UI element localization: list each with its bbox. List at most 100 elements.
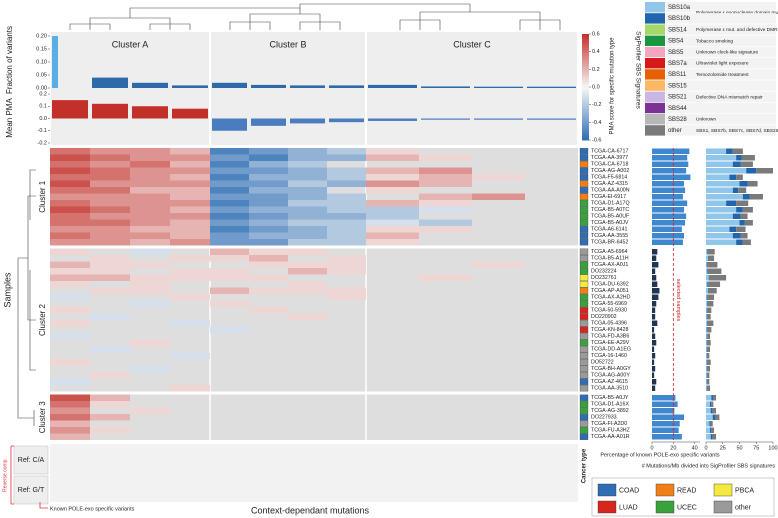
- signature-segment: [711, 401, 714, 407]
- heatmap-cell: [90, 148, 130, 155]
- y-tick-label: 0.15: [36, 46, 47, 52]
- heatmap-cell: [90, 287, 130, 294]
- heatmap-cell: [170, 255, 210, 262]
- heatmap-cell: [249, 154, 288, 161]
- colorbar-step: [582, 100, 589, 104]
- x-tick-label: 25: [720, 445, 726, 451]
- heatmap-cell: [50, 261, 90, 268]
- heatmap-cell: [90, 161, 130, 168]
- pole-bar: [652, 408, 675, 414]
- signature-segment: [708, 268, 722, 274]
- heatmap-cell: [210, 193, 249, 200]
- colorbar-step: [582, 73, 589, 77]
- signature-segment: [739, 181, 748, 187]
- pole-bar: [652, 249, 658, 255]
- column-cluster-label: Cluster A: [112, 39, 149, 49]
- heatmap-cell: [50, 206, 90, 213]
- sample-label: TCGA-AG-A002: [591, 168, 629, 174]
- mean-pma-bar: [52, 100, 88, 119]
- heatmap-cell: [366, 148, 419, 155]
- legend-swatch: [645, 102, 665, 114]
- signature-segment: [707, 301, 709, 307]
- legend-swatch: [713, 483, 733, 497]
- heatmap-cell: [130, 281, 170, 288]
- signature-segment: [706, 346, 708, 352]
- signature-segment: [736, 174, 743, 180]
- heatmap-cell: [327, 226, 366, 233]
- sample-label: DO227933: [591, 415, 617, 421]
- mean-pma-bar: [474, 118, 523, 120]
- heatmap-cell: [170, 226, 210, 233]
- heatmap-cell: [90, 261, 130, 268]
- sample-label: TCGA-AG-3892: [591, 408, 629, 414]
- signature-segment: [726, 148, 733, 154]
- signature-segment: [736, 239, 743, 245]
- colorbar-step: [582, 68, 589, 72]
- signature-segment: [729, 226, 737, 232]
- colorbar-step: [582, 92, 589, 96]
- y-tick-label: -0.1: [38, 128, 47, 134]
- legend-swatch: [645, 91, 665, 102]
- heatmap-cell: [327, 213, 366, 220]
- pole-bar: [652, 327, 655, 333]
- signature-segment: [706, 226, 730, 232]
- heatmap-cell: [170, 274, 210, 281]
- column-dendrogram: [69, 3, 561, 30]
- heatmap-cell: [210, 206, 249, 213]
- heatmap-cell: [50, 407, 90, 414]
- fraction-bar: [290, 85, 325, 88]
- pole-bar: [652, 385, 656, 391]
- legend-description: Polymerase ε exonuclease domain mutation…: [696, 10, 778, 16]
- signature-segment: [707, 385, 711, 391]
- fraction-bar: [329, 85, 364, 88]
- heatmap-cell: [130, 226, 170, 233]
- legend-label: SBS44: [668, 106, 687, 112]
- pole-bar: [652, 414, 684, 420]
- cancer-type-cell: [579, 385, 589, 392]
- cancer-type-cell: [579, 313, 589, 320]
- heatmap-cell: [130, 248, 170, 255]
- heatmap-cell: [170, 385, 210, 392]
- cancer-type-cell: [579, 154, 589, 161]
- heatmap-cell: [249, 274, 288, 281]
- heatmap-cell: [419, 206, 472, 213]
- colorbar-step: [582, 60, 589, 64]
- fraction-bar: [474, 86, 523, 88]
- signature-segment: [706, 181, 740, 187]
- sample-label: TCGA-05-4396: [591, 321, 627, 327]
- cancer-type-cell: [579, 427, 589, 434]
- heatmap-cell: [327, 148, 366, 155]
- cancer-type-cell: [579, 307, 589, 314]
- cancer-type-cell: [579, 294, 589, 301]
- heatmap-cell: [90, 401, 130, 408]
- x-tick-label: 50: [736, 445, 742, 451]
- cancer-type-cell: [579, 268, 589, 275]
- signature-segment: [706, 372, 708, 378]
- sample-label: TCGA-CA-6717: [591, 149, 628, 155]
- fraction-bar: [132, 82, 168, 88]
- heatmap-cell: [210, 268, 249, 275]
- known-note: Known POLE-exo specific variants: [50, 506, 135, 512]
- sample-label: DO232224: [591, 269, 617, 275]
- heatmap-cell: [210, 161, 249, 168]
- sample-label: TCGA-AP-A051: [591, 288, 629, 294]
- heatmap-cell: [419, 193, 472, 200]
- heatmap-cell: [249, 219, 288, 226]
- heatmap-cell: [288, 219, 327, 226]
- heatmap-cell: [249, 307, 288, 314]
- ref-note: Reverse comp.: [2, 458, 8, 492]
- legend-row: [666, 125, 776, 136]
- heatmap-cell: [210, 232, 249, 239]
- heatmap-cell: [419, 167, 472, 174]
- heatmap-cell: [249, 180, 288, 187]
- heatmap-cell: [327, 200, 366, 207]
- pole-bar: [652, 187, 686, 193]
- signature-segment: [706, 340, 707, 346]
- heatmap-cell: [327, 174, 366, 181]
- signature-segment: [706, 314, 708, 320]
- heatmap-cell: [419, 219, 472, 226]
- cancer-type-title: Cancer type: [582, 448, 588, 483]
- legend-swatch: [597, 483, 617, 497]
- heatmap-cell: [50, 239, 90, 246]
- heatmap-cell: [366, 206, 419, 213]
